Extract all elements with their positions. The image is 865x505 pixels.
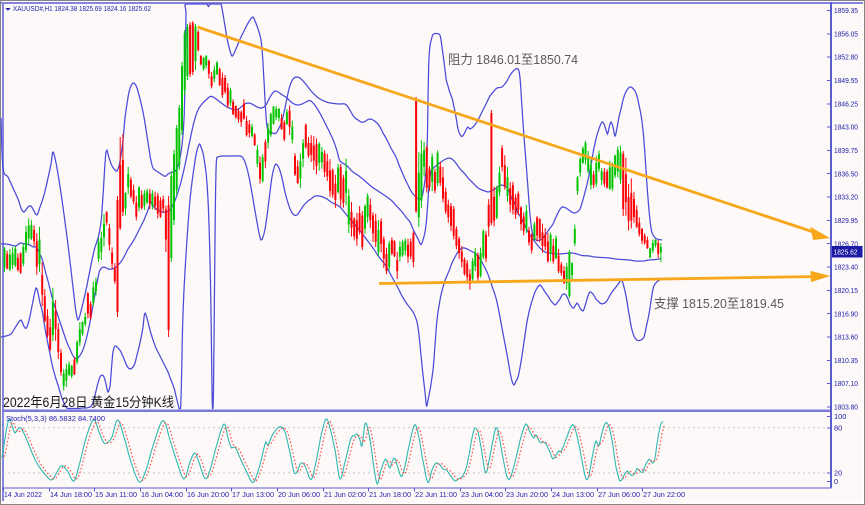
svg-text:1839.75: 1839.75 [834, 146, 858, 155]
svg-text:阻力 1846.01至1850.74: 阻力 1846.01至1850.74 [448, 52, 578, 67]
svg-text:16 Jun 04:00: 16 Jun 04:00 [141, 490, 183, 499]
svg-text:1803.80: 1803.80 [834, 403, 858, 412]
svg-text:100: 100 [834, 412, 846, 421]
svg-text:21 Jun 02:00: 21 Jun 02:00 [324, 490, 366, 499]
svg-text:15 Jun 11:00: 15 Jun 11:00 [95, 490, 137, 499]
svg-text:1859.35: 1859.35 [834, 6, 858, 15]
svg-text:1816.90: 1816.90 [834, 309, 858, 318]
svg-text:Stoch(5,3,3) 86.5832 84.7400: Stoch(5,3,3) 86.5832 84.7400 [6, 414, 105, 423]
svg-text:1852.80: 1852.80 [834, 53, 858, 62]
svg-text:1833.20: 1833.20 [834, 193, 858, 202]
svg-text:14 Jun 18:00: 14 Jun 18:00 [50, 490, 92, 499]
svg-text:XAUUSD#,H1 1824.38 1825.69 18: XAUUSD#,H1 1824.38 1825.69 1824.16 1825.… [13, 4, 151, 13]
svg-text:17 Jun 13:00: 17 Jun 13:00 [232, 490, 274, 499]
svg-text:1849.55: 1849.55 [834, 76, 858, 85]
svg-text:20 Jun 06:00: 20 Jun 06:00 [278, 490, 320, 499]
svg-text:14 Jun 2022: 14 Jun 2022 [4, 490, 42, 499]
svg-text:23 Jun 04:00: 23 Jun 04:00 [461, 490, 503, 499]
svg-text:27 Jun 06:00: 27 Jun 06:00 [598, 490, 640, 499]
svg-text:1823.40: 1823.40 [834, 263, 858, 272]
svg-text:1825.62: 1825.62 [834, 247, 858, 256]
svg-text:80: 80 [834, 423, 842, 432]
svg-text:1829.95: 1829.95 [834, 216, 858, 225]
svg-text:1843.00: 1843.00 [834, 123, 858, 132]
svg-text:23 Jun 20:00: 23 Jun 20:00 [506, 490, 548, 499]
svg-text:20: 20 [834, 469, 842, 478]
svg-text:1807.10: 1807.10 [834, 379, 858, 388]
svg-text:0: 0 [834, 477, 838, 486]
svg-text:1813.60: 1813.60 [834, 333, 858, 342]
svg-text:1856.05: 1856.05 [834, 29, 858, 38]
svg-text:22 Jun 11:00: 22 Jun 11:00 [415, 490, 457, 499]
svg-text:2022年6月28日 黄金15分钟K线: 2022年6月28日 黄金15分钟K线 [3, 394, 174, 410]
svg-text:1810.35: 1810.35 [834, 356, 858, 365]
svg-text:1826.70: 1826.70 [834, 239, 858, 248]
svg-text:24 Jun 13:00: 24 Jun 13:00 [552, 490, 594, 499]
svg-text:21 Jun 18:00: 21 Jun 18:00 [369, 490, 411, 499]
svg-text:1836.50: 1836.50 [834, 169, 858, 178]
svg-text:1846.25: 1846.25 [834, 99, 858, 108]
svg-text:支撑 1815.20至1819.45: 支撑 1815.20至1819.45 [654, 296, 784, 311]
svg-text:1820.15: 1820.15 [834, 286, 858, 295]
svg-text:27 Jun 22:00: 27 Jun 22:00 [643, 490, 685, 499]
svg-text:16 Jun 20:00: 16 Jun 20:00 [187, 490, 229, 499]
